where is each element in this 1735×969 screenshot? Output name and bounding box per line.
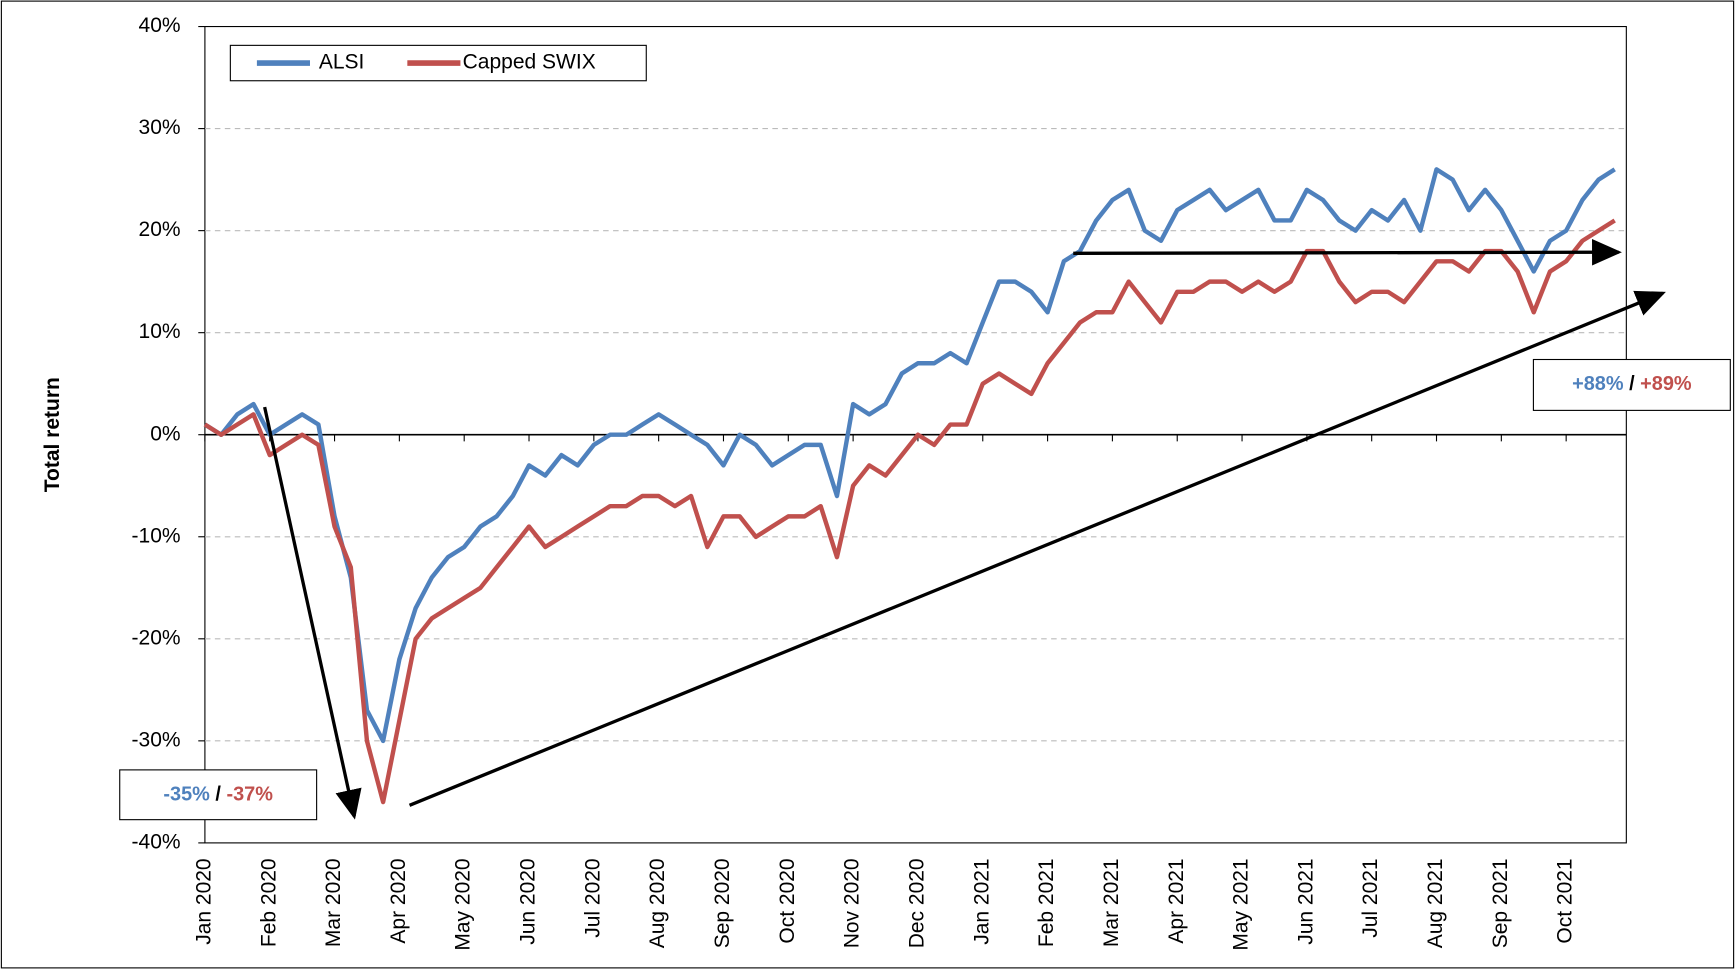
x-tick-label: Aug 2020 (646, 858, 669, 948)
x-tick-label: Nov 2020 (841, 858, 864, 948)
annotation-swix: -37% (226, 784, 273, 806)
annotation-alsi: -35% (163, 784, 210, 806)
series-line (203, 218, 1616, 805)
x-tick-label: Aug 2021 (1424, 858, 1447, 948)
annotation-alsi: +88% (1572, 373, 1624, 395)
plot: -40% -30% -20% -10% 0% 10% 20% 30% 40% Jan 2020 Fe… (132, 14, 1627, 951)
x-tick-label: Jan 2021 (970, 858, 993, 944)
arrow (1073, 238, 1622, 266)
x-tick-label: Dec 2020 (905, 858, 928, 948)
y-tick-label: -20% (132, 626, 181, 649)
annotation-swix: +89% (1640, 373, 1692, 395)
arrows (263, 238, 1666, 820)
y-tick-label: -30% (132, 728, 181, 751)
annotation-sep: / (1629, 373, 1635, 395)
y-tick-label: 0% (150, 422, 180, 445)
arrow (263, 406, 362, 820)
legend: ALSI Capped SWIX (229, 44, 647, 82)
x-tick-label: Oct 2021 (1554, 858, 1577, 943)
annotation: +88% / +89% (1572, 373, 1692, 395)
x-tick-label: Jul 2021 (1359, 858, 1382, 937)
x-tick-label: Mar 2021 (1100, 858, 1123, 947)
legend-label: Capped SWIX (463, 51, 596, 74)
annotation: -35% / -37% (163, 784, 273, 806)
arrow (408, 290, 1666, 807)
series-line (203, 167, 1616, 744)
x-tick-label: May 2020 (452, 858, 475, 950)
x-tick-label: May 2021 (1230, 858, 1253, 950)
annotation-box (1532, 358, 1731, 411)
legend-label: ALSI (319, 51, 365, 74)
x-tick-label: Jun 2021 (1294, 858, 1317, 944)
y-tick-label: -10% (132, 524, 181, 547)
y-axis-label: Total return (41, 377, 64, 492)
x-tick-label: Feb 2020 (257, 858, 280, 947)
x-tick-label: Sep 2021 (1489, 858, 1512, 948)
y-tick-label: -40% (132, 830, 181, 853)
x-tick-label: Mar 2020 (322, 858, 345, 947)
x-tick-label: Apr 2021 (1165, 858, 1188, 943)
annotation-sep: / (215, 784, 221, 806)
x-tick-label: Jun 2020 (517, 858, 540, 944)
annotation-box (119, 769, 318, 821)
x-tick-label: Oct 2020 (776, 858, 799, 943)
y-tick-label: 10% (139, 320, 181, 343)
x-tick-label: Apr 2020 (387, 858, 410, 943)
y-tick-label: 20% (139, 218, 181, 241)
x-tick-label: Jan 2020 (192, 858, 215, 944)
x-tick-label: Feb 2021 (1035, 858, 1058, 947)
y-tick-label: 30% (139, 116, 181, 139)
x-tick-label: Sep 2020 (711, 858, 734, 948)
y-tick-label: 40% (139, 14, 181, 37)
x-tick-label: Jul 2020 (581, 858, 604, 937)
